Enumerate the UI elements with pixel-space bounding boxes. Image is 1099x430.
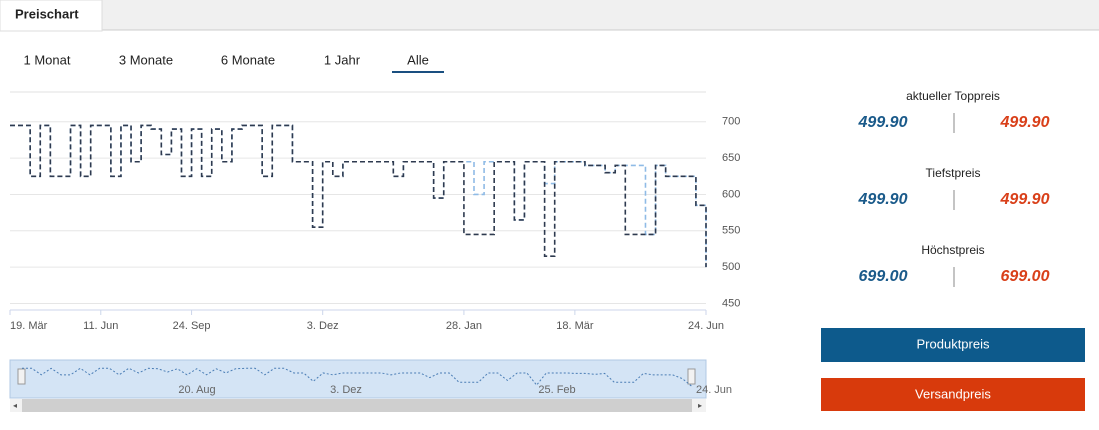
price-value: 499.90 <box>1000 114 1050 131</box>
price-label: aktueller Toppreis <box>906 89 1000 103</box>
button-label[interactable]: Versandpreis <box>915 386 991 401</box>
x-tick-label: 11. Jun <box>83 320 118 332</box>
y-tick-label: 450 <box>722 297 740 309</box>
navigator-label: 20. Aug <box>178 384 215 396</box>
price-line <box>10 124 707 268</box>
y-tick-label: 600 <box>722 188 740 200</box>
x-tick-label: 18. Mär <box>556 320 594 332</box>
navigator-label: 3. Dez <box>330 384 362 396</box>
price-value: 699.00 <box>859 268 908 285</box>
navigator-line <box>22 367 693 387</box>
x-tick-label: 3. Dez <box>307 320 339 332</box>
navigator-handle[interactable] <box>17 368 26 385</box>
price-value: 499.90 <box>858 114 908 131</box>
tab[interactable] <box>0 0 103 32</box>
x-tick-label: 28. Jan <box>446 320 482 332</box>
scrollbar-thumb[interactable] <box>22 399 692 412</box>
y-tick-label: 500 <box>722 261 740 273</box>
navigator-label: 25. Feb <box>538 384 575 396</box>
product-price-button[interactable] <box>821 328 1085 362</box>
scroll-right[interactable]: ▸ <box>698 401 702 410</box>
range-button[interactable]: Alle <box>407 52 429 67</box>
range-button[interactable]: 1 Jahr <box>324 52 361 67</box>
price-label: Tiefstpreis <box>926 166 981 180</box>
price-label: Höchstpreis <box>921 243 984 257</box>
x-tick-label: 24. Sep <box>173 320 211 332</box>
y-tick-label: 700 <box>722 116 740 128</box>
range-button[interactable]: 6 Monate <box>221 52 275 67</box>
navigator-handle[interactable] <box>687 368 696 385</box>
shipping-price-button[interactable] <box>821 378 1085 411</box>
x-tick-label: 24. Jun <box>688 320 724 332</box>
x-tick-label: 19. Mär <box>10 320 48 332</box>
price-value: 499.90 <box>858 191 908 208</box>
y-tick-label: 550 <box>722 225 740 237</box>
tab-label[interactable]: Preischart <box>15 6 79 21</box>
price-line <box>10 124 707 268</box>
button-label[interactable]: Produktpreis <box>917 336 990 351</box>
range-button[interactable]: 3 Monate <box>119 52 173 67</box>
y-tick-label: 650 <box>722 152 740 164</box>
price-value: 699.00 <box>1001 268 1050 285</box>
tab-bar <box>0 0 1099 30</box>
navigator-window[interactable] <box>9 359 707 399</box>
range-button[interactable]: 1 Monat <box>24 52 71 67</box>
price-value: 499.90 <box>1000 191 1050 208</box>
navigator-label: 24. Jun <box>696 384 732 396</box>
scroll-left[interactable]: ◂ <box>13 401 17 410</box>
